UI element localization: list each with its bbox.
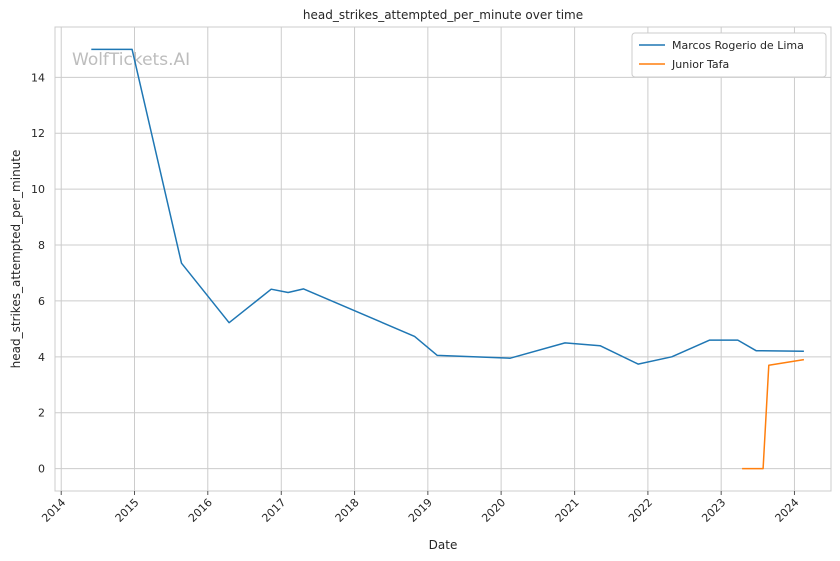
x-axis-ticks: 2014 2015 2016 2017 2018 2019 2020 2021 2022 2023… [39,491,802,525]
y-tick-label: 6 [38,295,45,308]
x-tick-label: 2021 [553,496,582,525]
series-layer [91,48,805,470]
x-tick-label: 2017 [259,496,288,525]
x-tick-label: 2020 [479,496,508,525]
y-axis-ticks: 0 2 4 6 8 10 12 14 [31,71,45,475]
y-tick-label: 2 [38,407,45,420]
series-line-1 [742,358,805,470]
chart-title: head_strikes_attempted_per_minute over t… [303,8,583,22]
y-tick-label: 10 [31,183,45,196]
x-tick-label: 2014 [39,496,68,525]
x-tick-label: 2024 [773,496,802,525]
legend: Marcos Rogerio de Lima Junior Tafa [631,32,827,78]
x-tick-label: 2019 [406,496,435,525]
plot-frame [54,26,832,492]
y-axis-label: head_strikes_attempted_per_minute [9,150,23,369]
x-tick-label: 2015 [113,496,142,525]
y-tick-label: 8 [38,239,45,252]
grid [55,27,831,491]
watermark-text: WolfTickets.AI [72,50,190,70]
y-tick-label: 0 [38,463,45,476]
plot-background [55,27,831,491]
legend-box [631,32,827,78]
y-tick-label: 12 [31,127,45,140]
y-tick-label: 4 [38,351,45,364]
legend-label: Junior Tafa [671,58,729,71]
x-axis-label: Date [429,538,458,552]
y-tick-label: 14 [31,71,45,84]
x-tick-label: 2023 [699,496,728,525]
x-tick-label: 2016 [186,496,215,525]
legend-label: Marcos Rogerio de Lima [672,39,804,52]
series-line-0 [91,48,804,365]
x-tick-label: 2018 [333,496,362,525]
x-tick-label: 2022 [626,496,655,525]
